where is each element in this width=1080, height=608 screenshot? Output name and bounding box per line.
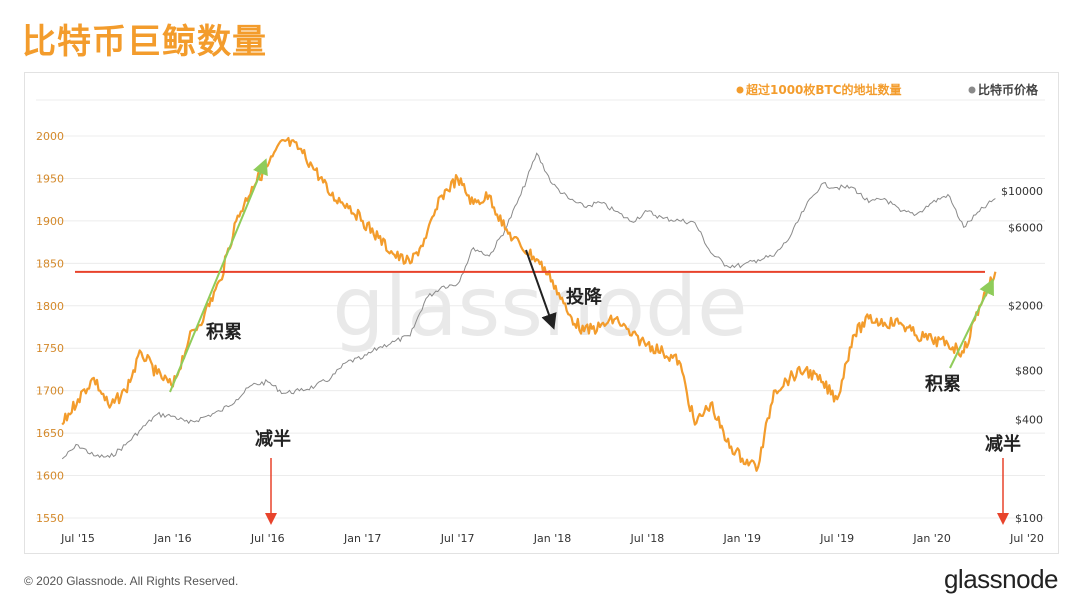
axes: 2000 1950 1900 1850 1800 1750 1700 1650 1600 1550… bbox=[36, 130, 1044, 545]
chart-frame bbox=[24, 72, 1059, 554]
x-tick-label: Jul '17 bbox=[440, 532, 475, 545]
page-title: 比特币巨鲸数量 bbox=[22, 22, 267, 62]
y2-tick-label: $6000 bbox=[1008, 221, 1043, 234]
y-tick-label: 1950 bbox=[36, 172, 64, 185]
legend-label: 超过1000枚BTC的地址数量 bbox=[745, 82, 902, 97]
y-tick-label: 1800 bbox=[36, 300, 64, 313]
x-tick-label: Jul '18 bbox=[630, 532, 665, 545]
capitulation-label: 投降 bbox=[566, 286, 603, 308]
x-tick-label: Jan '18 bbox=[533, 532, 571, 545]
y2-tick-label: $400 bbox=[1015, 414, 1043, 427]
accumulation-label: 积累 bbox=[925, 374, 961, 395]
accumulation-arrow bbox=[949, 278, 994, 369]
y-tick-label: 1650 bbox=[36, 427, 64, 440]
accumulation-label: 积累 bbox=[206, 322, 242, 343]
y-tick-label: 2000 bbox=[36, 130, 64, 143]
x-tick-label: Jul '19 bbox=[819, 532, 854, 545]
grid bbox=[36, 99, 1045, 519]
x-tick-label: Jul '16 bbox=[250, 532, 285, 545]
legend-label: 比特币价格 bbox=[978, 82, 1039, 97]
y2-tick-label: $2000 bbox=[1008, 299, 1043, 312]
y-tick-label: 1850 bbox=[36, 257, 64, 270]
y-tick-label: 1600 bbox=[36, 470, 64, 483]
price-line bbox=[61, 152, 996, 460]
halving-label: 减半 bbox=[255, 428, 291, 450]
y2-tick-label: $100 bbox=[1015, 512, 1043, 525]
y2-tick-label: $10000 bbox=[1001, 185, 1043, 198]
y-tick-label: 1750 bbox=[36, 342, 64, 355]
x-tick-label: Jan '17 bbox=[343, 532, 381, 545]
accumulation-arrow bbox=[169, 158, 268, 393]
x-tick-label: Jul '15 bbox=[60, 532, 95, 545]
y-tick-label: 1700 bbox=[36, 385, 64, 398]
capitulation-arrow bbox=[525, 249, 557, 330]
x-tick-label: Jan '20 bbox=[912, 532, 950, 545]
legend-dot bbox=[736, 86, 744, 94]
y-tick-label: 1900 bbox=[36, 215, 64, 228]
halving-label: 减半 bbox=[985, 433, 1021, 455]
x-tick-label: Jan '19 bbox=[723, 532, 761, 545]
y2-tick-label: $800 bbox=[1015, 364, 1043, 377]
y-tick-label: 1550 bbox=[36, 512, 64, 525]
legend: 超过1000枚BTC的地址数量 比特币价格 bbox=[736, 82, 1039, 97]
x-tick-label: Jul '20 bbox=[1009, 532, 1044, 545]
copyright-text: © 2020 Glassnode. All Rights Reserved. bbox=[24, 574, 239, 588]
brand-logo: glassnode bbox=[943, 564, 1059, 594]
price-series bbox=[61, 152, 996, 460]
x-tick-label: Jan '16 bbox=[153, 532, 191, 545]
legend-dot bbox=[968, 86, 976, 94]
